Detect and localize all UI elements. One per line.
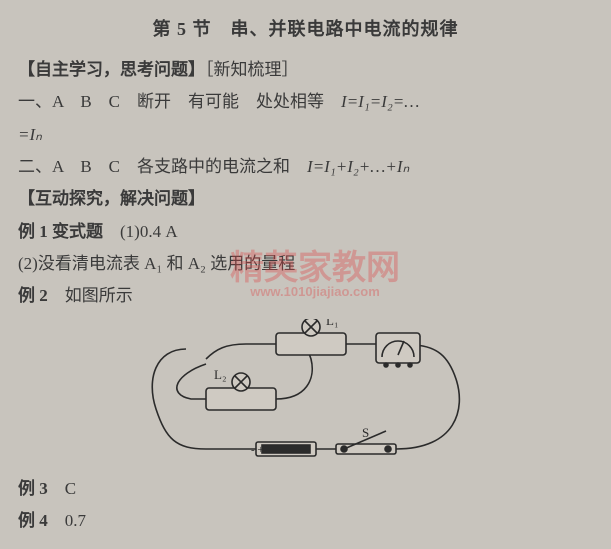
example-1-line1: 例 1 变式题 (1)0.4 A [18,216,593,248]
yi-equation-cont: =Iₙ [18,125,42,144]
yi-text: 断开 有可能 处处相等 [137,92,324,111]
example-3-line: 例 3 C [18,473,593,505]
circuit-diagram: L₁ L₂ S - + [136,319,476,469]
svg-text:- +: - + [251,444,264,456]
prefix-yi: 一、 [18,92,52,111]
label-l2: L₂ [214,367,226,382]
abc-2: A B C [52,157,120,176]
label-s: S [362,425,369,440]
ex2-text: 如图所示 [65,286,133,305]
example-1-line2: (2)没看清电流表 A₁ 和 A₂ 选用的量程 [18,248,593,280]
section-title: 第 5 节 串、并联电路中电流的规律 [18,12,593,46]
ex1-part1: (1)0.4 A [120,222,178,241]
self-study-heading: 【自主学习，思考问题】 [18,60,205,79]
document-page: 第 5 节 串、并联电路中电流的规律 【自主学习，思考问题】［新知梳理］ 一、A… [0,0,611,549]
er-equation: I=I₁+I₂+…+Iₙ [307,157,409,176]
ex4-ans: 0.7 [65,511,86,530]
item-er-line: 二、A B C 各支路中的电流之和 I=I₁+I₂+…+Iₙ [18,151,593,183]
example-2-line: 例 2 如图所示 [18,280,593,312]
ex3-ans: C [65,479,76,498]
abc-1: A B C [52,92,120,111]
item-yi-line1: 一、A B C 断开 有可能 处处相等 I=I₁=I₂=… [18,86,593,118]
prefix-er: 二、 [18,157,52,176]
label-l1: L₁ [326,319,338,328]
yi-equation: I=I₁=I₂=… [341,92,419,111]
ex3-label: 例 3 [18,479,48,498]
ex2-label: 例 2 [18,286,48,305]
example-4-line: 例 4 0.7 [18,505,593,537]
ex1-label: 例 1 变式题 [18,222,103,241]
sub-heading: ［新知梳理］ [205,60,299,79]
interactive-heading: 【互动探究，解决问题】 [18,183,593,215]
ex4-label: 例 4 [18,511,48,530]
heading-row-1: 【自主学习，思考问题】［新知梳理］ [18,54,593,86]
er-text: 各支路中的电流之和 [137,157,290,176]
item-yi-line2: =Iₙ [18,119,593,151]
